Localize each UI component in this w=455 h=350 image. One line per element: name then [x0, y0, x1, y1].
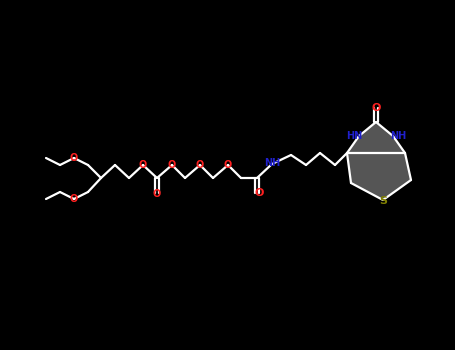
- Text: O: O: [254, 188, 264, 198]
- Text: O: O: [168, 160, 176, 170]
- Text: NH: NH: [264, 158, 280, 168]
- Text: O: O: [70, 194, 78, 204]
- Text: O: O: [371, 103, 381, 113]
- Text: O: O: [70, 153, 78, 163]
- Polygon shape: [347, 153, 411, 200]
- Polygon shape: [347, 122, 405, 153]
- Text: O: O: [224, 160, 232, 170]
- Text: O: O: [153, 189, 161, 199]
- Text: S: S: [379, 196, 387, 206]
- Text: NH: NH: [390, 131, 406, 141]
- Text: O: O: [139, 160, 147, 170]
- Text: O: O: [196, 160, 204, 170]
- Text: HN: HN: [346, 131, 362, 141]
